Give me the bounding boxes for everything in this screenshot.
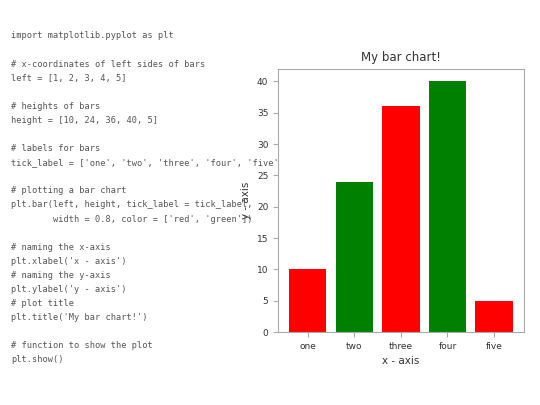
Bar	[382, 107, 420, 332]
Bar	[475, 301, 512, 332]
Text: # x-coordinates of left sides of bars: # x-coordinates of left sides of bars	[11, 60, 205, 68]
Text: # heights of bars: # heights of bars	[11, 102, 100, 111]
Bar	[429, 81, 466, 332]
X-axis label: x - axis: x - axis	[382, 356, 420, 367]
Text: width = 0.8, color = ['red', 'green']): width = 0.8, color = ['red', 'green'])	[11, 215, 252, 224]
Text: # labels for bars: # labels for bars	[11, 144, 100, 153]
Text: tick_label = ['one', 'two', 'three', 'four', 'five']: tick_label = ['one', 'two', 'three', 'fo…	[11, 158, 284, 167]
Title: My bar chart!: My bar chart!	[361, 51, 441, 64]
Text: # naming the y-axis: # naming the y-axis	[11, 271, 111, 280]
Text: plt.title('My bar chart!'): plt.title('My bar chart!')	[11, 313, 147, 322]
Text: plt.bar(left, height, tick_label = tick_label,: plt.bar(left, height, tick_label = tick_…	[11, 200, 252, 209]
Text: import matplotlib.pyplot as plt: import matplotlib.pyplot as plt	[11, 32, 173, 40]
Bar	[336, 182, 373, 332]
Bar	[289, 269, 327, 332]
Text: height = [10, 24, 36, 40, 5]: height = [10, 24, 36, 40, 5]	[11, 116, 158, 125]
Text: # plotting a bar chart: # plotting a bar chart	[11, 186, 126, 195]
Text: # plot title: # plot title	[11, 299, 74, 308]
Text: # function to show the plot: # function to show the plot	[11, 341, 153, 350]
Text: plt.ylabel('y - axis'): plt.ylabel('y - axis')	[11, 285, 126, 294]
Text: plt.xlabel('x - axis'): plt.xlabel('x - axis')	[11, 257, 126, 266]
Y-axis label: y - axis: y - axis	[241, 182, 251, 219]
Text: plt.show(): plt.show()	[11, 356, 63, 364]
Text: # naming the x-axis: # naming the x-axis	[11, 243, 111, 252]
Text: left = [1, 2, 3, 4, 5]: left = [1, 2, 3, 4, 5]	[11, 74, 126, 83]
